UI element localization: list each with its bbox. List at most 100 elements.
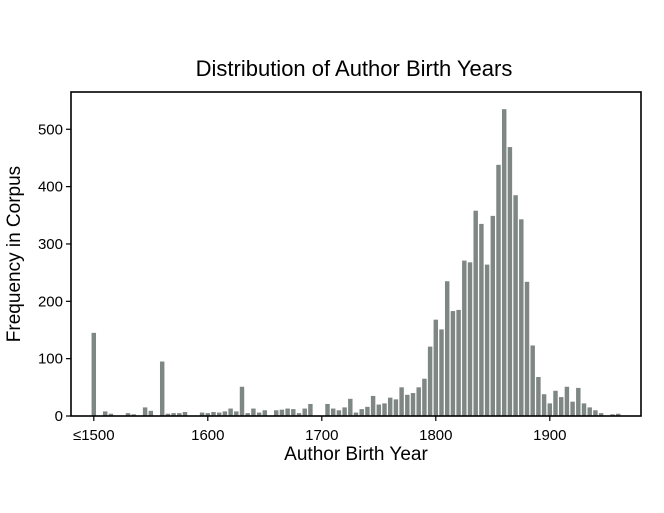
y-tick-label: 300	[38, 236, 63, 253]
histogram-bar	[570, 401, 575, 416]
histogram-bar	[410, 393, 416, 416]
histogram-bar	[370, 395, 376, 416]
histogram-bar	[353, 412, 359, 416]
histogram-bar	[422, 378, 427, 416]
histogram-bar	[376, 404, 382, 416]
histogram-bar	[598, 413, 604, 416]
histogram-bar	[427, 346, 433, 416]
histogram-bar	[467, 262, 473, 416]
histogram-bar	[564, 386, 570, 416]
histogram-bar	[228, 408, 233, 416]
histogram-bar	[205, 413, 211, 416]
histogram-bar	[530, 345, 535, 416]
histogram-bar	[216, 412, 222, 416]
histogram-bar	[405, 394, 410, 416]
histogram-bar	[416, 387, 421, 416]
histogram-bar	[450, 311, 456, 416]
histogram-bar	[279, 409, 285, 416]
histogram-bar	[171, 413, 176, 416]
bars-group	[91, 109, 621, 417]
histogram-bar	[444, 281, 450, 416]
histogram-bar	[558, 397, 564, 416]
histogram-bar	[399, 387, 404, 416]
histogram-bar	[348, 398, 353, 416]
histogram-bar	[131, 414, 136, 416]
histogram-bar	[336, 410, 342, 416]
histogram-bar	[473, 210, 478, 416]
histogram-bar	[262, 410, 268, 416]
y-tick-label: 0	[55, 408, 63, 425]
x-tick-label: 1800	[419, 427, 452, 444]
histogram-bar	[439, 329, 444, 416]
y-tick-label: 500	[38, 121, 63, 138]
histogram-bar	[479, 223, 484, 416]
histogram-bar	[524, 281, 530, 416]
y-tick-label: 100	[38, 351, 63, 368]
histogram-bar	[308, 403, 313, 416]
x-tick-label: 1900	[533, 427, 566, 444]
x-tick-label: ≤1500	[73, 427, 115, 444]
chart-title: Distribution of Author Birth Years	[196, 56, 513, 81]
histogram-bar	[536, 377, 541, 416]
histogram-bar	[382, 403, 387, 416]
histogram-bar	[342, 407, 347, 416]
histogram-bar	[251, 408, 256, 416]
histogram-bar	[142, 407, 148, 416]
x-tick-label: 1700	[305, 427, 338, 444]
histogram-bar	[325, 403, 330, 416]
histogram-bar	[296, 413, 302, 416]
histogram-bar	[359, 409, 364, 416]
x-axis-label: Author Birth Year	[284, 444, 428, 465]
x-tick-label: 1600	[191, 427, 224, 444]
histogram-bar	[490, 215, 496, 416]
y-tick-label: 200	[38, 293, 63, 310]
histogram-bar	[581, 403, 587, 416]
histogram-bar	[102, 411, 108, 416]
histogram-bar	[245, 413, 250, 416]
histogram-bar	[91, 332, 97, 416]
histogram-bar	[222, 411, 228, 416]
histogram-bar	[501, 109, 507, 416]
histogram-bar	[182, 411, 188, 416]
histogram-bar	[159, 361, 165, 416]
histogram-bar	[576, 387, 581, 416]
histogram-bar	[615, 413, 621, 416]
histogram-bar	[291, 409, 296, 416]
histogram-bar	[365, 406, 370, 416]
histogram-bar	[484, 264, 490, 416]
x-axis-ticks: ≤1500 1600 1700 1800 1900	[73, 416, 566, 444]
histogram-bar	[547, 403, 553, 416]
histogram-bar	[496, 164, 501, 416]
histogram-bar	[513, 195, 518, 416]
y-axis-label: Frequency in Corpus	[4, 166, 25, 342]
histogram-bar	[256, 412, 262, 416]
histogram-bar	[234, 411, 239, 416]
histogram-bar	[393, 399, 399, 416]
histogram-bar	[108, 413, 114, 416]
histogram-bar	[211, 411, 216, 416]
histogram-bar	[387, 397, 393, 416]
histogram-bar	[587, 407, 592, 416]
histogram-bar	[148, 410, 154, 416]
histogram-bar	[541, 394, 547, 416]
histogram-bar	[462, 260, 467, 416]
y-axis-ticks: 0 100 200 300 400 500	[38, 121, 71, 425]
plot-frame	[70, 91, 642, 417]
histogram-bar	[610, 414, 615, 416]
histogram-bar	[593, 410, 598, 416]
y-tick-label: 400	[38, 179, 63, 196]
histogram-bar	[330, 408, 336, 416]
histogram-bar	[125, 413, 131, 416]
histogram-bar	[302, 408, 307, 416]
histogram-bar	[285, 408, 290, 416]
histogram-bar	[199, 412, 205, 416]
histogram-bar	[553, 390, 558, 416]
histogram-bar	[165, 413, 171, 416]
histogram-bar	[177, 413, 182, 416]
histogram-bar	[507, 147, 513, 417]
histogram-bar	[273, 410, 279, 416]
histogram-bar	[433, 319, 439, 416]
histogram-bar	[519, 219, 524, 416]
histogram-bar	[456, 309, 461, 416]
